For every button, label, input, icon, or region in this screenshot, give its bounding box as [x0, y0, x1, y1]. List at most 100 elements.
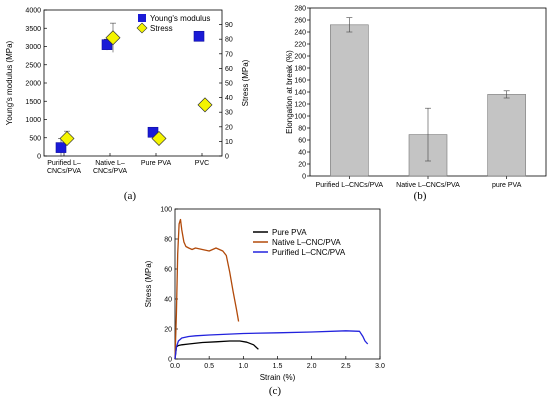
legend-label: Pure PVA: [272, 228, 307, 237]
y-tick-label: 500: [29, 135, 41, 142]
y-tick-label: 10: [225, 139, 233, 146]
y-axis-b: 0 20 40 60 80 100 120 140 160 180 200 220 240 260 280: [294, 6, 310, 181]
panel-label-a: (a): [124, 190, 137, 202]
legend-swatch-stress: [136, 22, 148, 34]
x-tick-label-line: Native L–: [95, 160, 125, 167]
y-tick-label: 1000: [25, 117, 41, 124]
y-tick-label: 20: [164, 327, 172, 334]
y-tick-label: 0: [37, 154, 41, 161]
x-tick-label: Purified L–CNCs/PVA: [316, 182, 384, 189]
y-tick-label: 80: [225, 37, 233, 44]
y-tick-label: 4000: [25, 8, 41, 15]
y-tick-label: 2000: [25, 81, 41, 88]
x-tick-label: 0.5: [204, 363, 214, 370]
x-tick-label-line: CNCs/PVA: [93, 168, 127, 175]
y-tick-label: 1500: [25, 99, 41, 106]
y-tick-label: 40: [225, 95, 233, 102]
y-tick-label: 260: [294, 18, 306, 25]
y-tick-label: 200: [294, 54, 306, 61]
legend-label: Purified L–CNC/PVA: [272, 248, 346, 257]
series-line: [174, 218, 240, 360]
x-tick-label: 1.5: [273, 363, 283, 370]
y-tick-label: 40: [298, 150, 306, 157]
x-tick-label: PVC: [195, 160, 209, 167]
y-axis-label-c: Stress (MPa): [144, 260, 153, 307]
series-line: [174, 330, 369, 360]
y-tick-label: 140: [294, 90, 306, 97]
y-tick-label: 50: [225, 81, 233, 88]
x-axis-b: Purified L–CNCs/PVA Native L–CNCs/PVA pure…: [316, 176, 522, 189]
data-marks-a: [55, 22, 213, 157]
x-axis-label-c: Strain (%): [260, 373, 296, 382]
x-tick-label: Native L–CNCs/PVA: [396, 182, 460, 189]
x-tick-label-line: CNCs/PVA: [47, 168, 81, 175]
y-tick-label: 240: [294, 30, 306, 37]
series-line: [174, 340, 259, 360]
modulus-point: [101, 39, 113, 50]
panel-label-c: (c): [269, 385, 282, 397]
y-tick-label: 80: [298, 126, 306, 133]
bar: [487, 94, 526, 177]
y-tick-label: 3500: [25, 26, 41, 33]
y-tick-label: 0: [168, 357, 172, 364]
bar: [330, 24, 369, 177]
y-tick-label: 120: [294, 102, 306, 109]
y-axis-left-a: 0 500 1000 1500 2000 2500 3000 3500 4000: [25, 8, 47, 161]
x-tick-label: 3.0: [375, 363, 385, 370]
y-tick-label: 100: [160, 207, 172, 214]
y-tick-label: 0: [225, 154, 229, 161]
legend-label: Native L–CNC/PVA: [272, 238, 341, 247]
y-tick-label: 2500: [25, 62, 41, 69]
y-tick-label: 20: [225, 124, 233, 131]
y-axis-right-label-a: Stress (MPa): [241, 59, 250, 106]
stress-point: [197, 97, 213, 113]
y-tick-label: 3000: [25, 44, 41, 51]
y-tick-label: 280: [294, 6, 306, 13]
x-tick-label: 0.0: [170, 363, 180, 370]
x-tick-label: pure PVA: [492, 182, 522, 189]
y-tick-label: 220: [294, 42, 306, 49]
modulus-point: [193, 30, 205, 42]
y-tick-label: 160: [294, 78, 306, 85]
x-tick-label-line: Pure PVA: [141, 160, 172, 167]
x-tick-label: Native L–CNCs/PVA: [93, 160, 127, 175]
x-tick-label: 2.0: [307, 363, 317, 370]
chart-panel-b: 020406080100120140160180200220240260280 …: [285, 6, 547, 202]
stress-point: [105, 30, 121, 46]
y-tick-label: 0: [302, 174, 306, 181]
y-tick-label: 90: [225, 22, 233, 29]
x-tick-label-line: Purified L–: [47, 160, 81, 167]
y-tick-label: 70: [225, 51, 233, 58]
stress-point: [151, 130, 167, 146]
y-tick-label: 60: [164, 267, 172, 274]
y-axis-left-label-a: Young's modulus (MPa): [5, 40, 14, 125]
x-tick-label: Purified L–CNCs/PVA: [47, 160, 81, 175]
y-tick-label: 100: [294, 114, 306, 121]
data-marks-b: [330, 17, 526, 177]
y-tick-label: 180: [294, 66, 306, 73]
y-axis-c: 0 20 40 60 80 100: [160, 207, 178, 364]
y-tick-label: 20: [298, 162, 306, 169]
legend-swatch-modulus: [138, 14, 146, 22]
panel-label-b: (b): [414, 190, 427, 202]
x-tick-label: 2.5: [341, 363, 351, 370]
modulus-point: [55, 142, 67, 153]
x-tick-label: Pure PVA: [141, 160, 172, 167]
y-tick-label: 40: [164, 297, 172, 304]
x-tick-label-line: PVC: [195, 160, 209, 167]
chart-panel-a: 0 500 1000 1500 2000 2500 3000 3500 4000 0 10 20 30…: [5, 8, 250, 203]
stress-point: [59, 130, 75, 146]
chart-panel-c: 0 20 40 60 80 100 0.0 0.5 1.0 1.5 2.0 2.5 3.0 Pure …: [144, 207, 385, 398]
data-marks-c: [174, 218, 369, 360]
y-axis-label-b: Elongation at break (%): [285, 50, 294, 134]
legend-label-stress: Stress: [150, 24, 173, 33]
y-tick-label: 30: [225, 110, 233, 117]
x-axis-c: 0.0 0.5 1.0 1.5 2.0 2.5 3.0: [170, 356, 385, 370]
legend-label-modulus: Young's modulus: [150, 14, 210, 23]
y-tick-label: 80: [164, 237, 172, 244]
y-axis-right-a: 0 10 20 30 40 50 60 70 80 90: [219, 22, 233, 161]
